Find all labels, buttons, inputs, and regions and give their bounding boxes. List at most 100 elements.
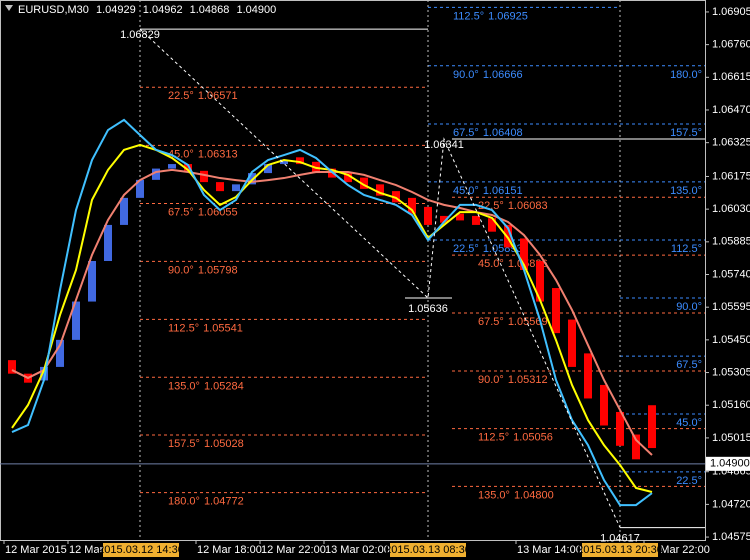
ha-bar	[264, 164, 272, 174]
gann-price: 1.04800	[514, 489, 554, 501]
ha-bar	[408, 197, 416, 214]
time-highlight-label: 2015.03.12 14:30	[98, 544, 184, 556]
gann-level-label: 112.5° 1.05056	[478, 432, 553, 444]
current-price-tag	[706, 456, 750, 471]
gann-level-label: 67.5°	[676, 359, 702, 371]
gann-level-label: 90.0° 1.05798	[168, 264, 238, 276]
ha-bar	[360, 177, 368, 189]
symbol: EURUSD,M30	[18, 4, 89, 16]
y-tick-label: 1.05450	[712, 334, 750, 346]
ha-bar	[456, 213, 464, 221]
gann-price: 1.04772	[204, 496, 244, 508]
gann-price: 1.06083	[508, 200, 548, 212]
swing-label: 1.06341	[424, 139, 464, 151]
gann-price: 1.05028	[204, 438, 244, 450]
gann-level-label: 157.5°	[670, 127, 702, 139]
gann-angle: 67.5°	[676, 359, 702, 371]
gann-angle: 67.5°	[453, 127, 479, 139]
low-price: 1.04868	[190, 4, 230, 16]
y-tick-label: 1.05885	[712, 236, 750, 248]
gann-level-label: 22.5° 1.06571	[168, 90, 238, 102]
gann-price: 1.06151	[483, 185, 523, 197]
ha-bar	[584, 353, 592, 399]
time-highlight	[582, 543, 658, 557]
swing-label: 1.04617	[600, 533, 640, 545]
gann-level-label: 112.5° 1.06925	[453, 10, 528, 22]
gann-level-label: 135.0° 1.05284	[168, 380, 244, 392]
gann-level-label: 90.0° 1.05312	[478, 374, 548, 386]
ha-bar	[232, 184, 240, 192]
ha-bar	[424, 206, 432, 225]
current-price-label: 1.04900	[710, 458, 750, 470]
gann-angle: 22.5°	[676, 475, 702, 487]
gann-level-label: 180.0°	[670, 69, 702, 81]
y-tick-label: 1.06175	[712, 170, 750, 182]
gann-angle: 45.0°	[453, 185, 479, 197]
y-tick-label: 1.04720	[712, 498, 750, 510]
gann-angle: 112.5°	[478, 432, 509, 444]
ha-bar	[552, 288, 560, 334]
gann-angle: 22.5°	[453, 243, 479, 255]
ha-bar	[600, 384, 608, 426]
gann-level-label: 67.5° 1.06055	[168, 206, 238, 218]
gann-angle: 157.5°	[168, 438, 200, 450]
time-highlight	[390, 543, 466, 557]
gann-angle: 135.0°	[478, 489, 510, 501]
x-tick-label: 12 Mar 18:00	[197, 544, 262, 556]
ha-bar	[120, 197, 128, 225]
y-tick-label: 1.05595	[712, 301, 750, 313]
high-price: 1.04962	[143, 4, 183, 16]
gann-level-label: 112.5° 1.05541	[168, 322, 243, 334]
indicator-line	[11, 143, 653, 493]
x-tick-label: 12 Mar 22:00	[261, 544, 326, 556]
time-highlight-label: 2015.03.13 20:30	[577, 544, 663, 556]
ha-bar	[56, 339, 64, 367]
gann-price: 1.06925	[488, 10, 528, 22]
gann-angle: 67.5°	[478, 316, 504, 328]
close-price: 1.04900	[236, 4, 276, 16]
y-tick-label: 1.06615	[712, 71, 750, 83]
ha-bar	[184, 164, 192, 171]
gann-angle: 112.5°	[453, 10, 484, 22]
x-tick-label: 13 Mar 14:00	[517, 544, 582, 556]
gann-level-label: 22.5°	[676, 475, 702, 487]
ha-bar	[344, 173, 352, 183]
gann-level-label: 90.0°	[676, 301, 702, 313]
gann-angle: 67.5°	[168, 206, 194, 218]
swing-label: 1.06829	[120, 29, 160, 41]
gann-angle: 45.0°	[478, 258, 504, 270]
ha-bar	[568, 319, 576, 367]
ha-bar	[136, 179, 144, 198]
gann-level-label: 67.5° 1.05569	[478, 316, 548, 328]
gann-price: 1.05569	[508, 316, 548, 328]
ha-bar	[520, 238, 528, 270]
gann-level-label: 135.0°	[670, 185, 702, 197]
gann-price: 1.05541	[203, 322, 243, 334]
gann-price: 1.05056	[513, 432, 553, 444]
ha-bar	[152, 168, 160, 180]
ha-bar	[504, 224, 512, 248]
gann-price: 1.06408	[483, 127, 523, 139]
ha-bar	[104, 224, 112, 261]
x-tick-label: 13 Mar 02:00	[325, 544, 390, 556]
gann-level-label: 90.0° 1.06666	[453, 69, 523, 81]
gann-angle: 22.5°	[168, 90, 194, 102]
gann-level-label: 112.5°	[671, 243, 702, 255]
gann-price: 1.06313	[198, 148, 238, 160]
gann-angle: 180.0°	[670, 69, 702, 81]
gann-angle: 90.0°	[676, 301, 702, 313]
gann-level-label: 157.5° 1.05028	[168, 438, 244, 450]
plot-frame	[0, 0, 706, 541]
gann-angle: 157.5°	[670, 127, 702, 139]
gann-level-label: 45.0°	[676, 417, 702, 429]
gann-angle: 90.0°	[453, 69, 479, 81]
ha-bar	[296, 157, 304, 165]
y-tick-label: 1.04575	[712, 531, 750, 543]
ha-bar	[632, 434, 640, 460]
time-highlight	[103, 543, 179, 557]
y-tick-label: 1.06470	[712, 104, 750, 116]
gann-angle: 112.5°	[168, 322, 199, 334]
gann-level-label: 180.0° 1.04772	[168, 496, 244, 508]
